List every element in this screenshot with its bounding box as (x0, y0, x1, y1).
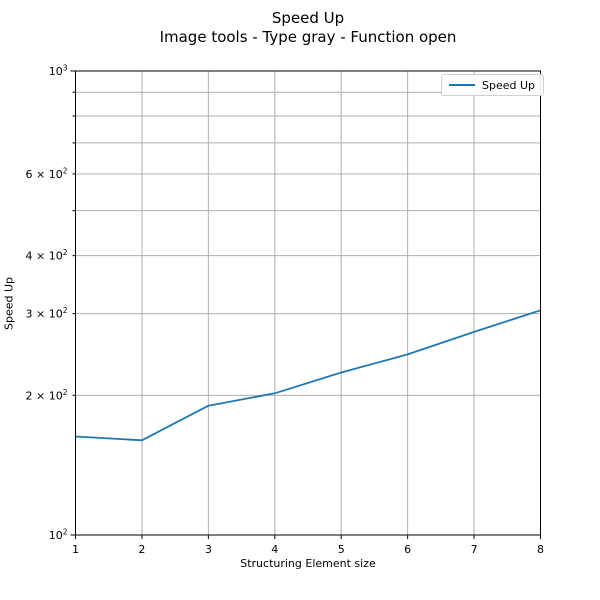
x-tick-label: 8 (537, 543, 544, 556)
y-tick-label: 102 (49, 528, 68, 543)
x-tick-label: 6 (404, 543, 411, 556)
chart-title-block: Speed Up Image tools - Type gray - Funct… (75, 9, 541, 47)
x-tick-label: 2 (138, 543, 145, 556)
x-tick-label: 7 (471, 543, 478, 556)
y-tick-label: 4 × 102 (26, 248, 68, 263)
y-tick-label: 2 × 102 (26, 388, 68, 403)
plot-border (75, 70, 541, 536)
legend-line-sample-icon (449, 84, 475, 86)
x-tick-label: 1 (72, 543, 79, 556)
legend: Speed Up (441, 74, 545, 96)
y-tick-label: 103 (49, 64, 68, 79)
y-axis-label: Speed Up (2, 277, 16, 331)
x-tick-label: 4 (271, 543, 278, 556)
chart-subtitle: Image tools - Type gray - Function open (159, 28, 457, 46)
y-tick-label: 3 × 102 (26, 306, 68, 321)
x-axis-label: Structuring Element size (240, 557, 376, 570)
y-tick-label: 6 × 102 (26, 166, 68, 181)
x-tick-label: 3 (205, 543, 212, 556)
chart-title: Speed Up (271, 9, 345, 27)
data-line (75, 309, 541, 442)
legend-label: Speed Up (482, 78, 536, 92)
x-tick-label: 5 (338, 543, 345, 556)
